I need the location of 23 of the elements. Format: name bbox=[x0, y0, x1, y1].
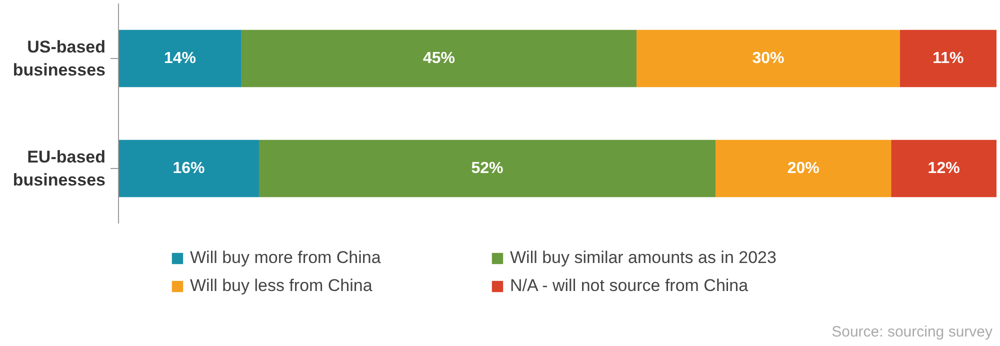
data-label: 12% bbox=[928, 160, 960, 177]
bar bbox=[241, 30, 637, 88]
bar bbox=[891, 140, 996, 198]
bar bbox=[900, 30, 996, 88]
bar bbox=[636, 30, 900, 88]
data-label: 45% bbox=[422, 50, 455, 67]
bar bbox=[118, 30, 242, 88]
data-label: 16% bbox=[172, 160, 205, 177]
y-tick-label: US-based businesses bbox=[12, 38, 106, 80]
data-label: 20% bbox=[787, 160, 820, 177]
source-note: Source: sourcing survey bbox=[832, 324, 993, 340]
data-label: 52% bbox=[471, 160, 504, 177]
legend-label: Will buy similar amounts as in 2023 bbox=[510, 248, 778, 268]
legend-label: Will buy more from China bbox=[190, 248, 382, 268]
data-label: 11% bbox=[932, 50, 964, 67]
data-label: 14% bbox=[164, 50, 196, 67]
legend-label: Will buy less from China bbox=[190, 276, 374, 296]
bar bbox=[118, 140, 259, 198]
bar bbox=[258, 140, 716, 198]
bar bbox=[716, 140, 892, 198]
legend-label: N/A - will not source from China bbox=[510, 276, 750, 296]
y-tick-label: EU-based businesses bbox=[12, 148, 106, 190]
data-label: 30% bbox=[752, 50, 784, 67]
